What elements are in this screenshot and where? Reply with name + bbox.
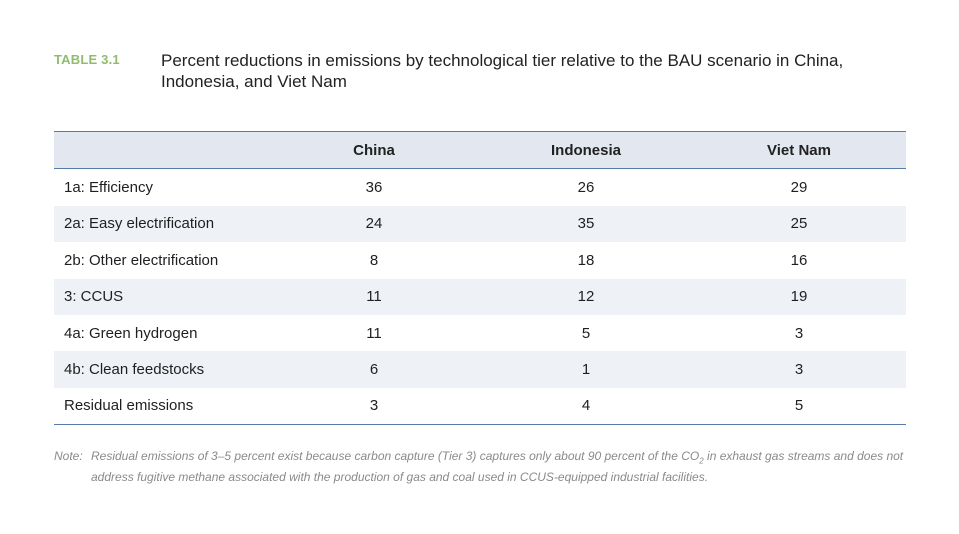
table-number-label: TABLE 3.1 <box>54 52 120 67</box>
cell-viet-nam: 25 <box>790 215 808 233</box>
column-header-viet-nam: Viet Nam <box>767 141 831 159</box>
table-row: 1a: Efficiency 36 26 29 <box>54 169 906 206</box>
note-text: Residual emissions of 3–5 percent exist … <box>91 448 906 485</box>
cell-china: 11 <box>366 324 382 342</box>
table-row: 2b: Other electrification 8 18 16 <box>54 242 906 278</box>
cell-china: 8 <box>369 251 379 269</box>
row-label: 4a: Green hydrogen <box>64 324 198 342</box>
cell-indonesia: 26 <box>577 179 595 197</box>
table-header-row: China Indonesia Viet Nam <box>54 131 906 169</box>
note-text-part: Residual emissions of 3–5 percent exist … <box>91 449 700 463</box>
cell-viet-nam: 19 <box>790 288 808 306</box>
table-title: Percent reductions in emissions by techn… <box>161 51 844 91</box>
row-label: 1a: Efficiency <box>64 179 153 197</box>
column-header-china: China <box>353 141 395 159</box>
table-note: Note: Residual emissions of 3–5 percent … <box>54 448 906 485</box>
cell-viet-nam: 5 <box>794 397 804 415</box>
cell-china: 11 <box>366 288 382 306</box>
column-header-tier <box>54 132 268 169</box>
table-row: 3: CCUS 11 12 19 <box>54 278 906 315</box>
cell-china: 3 <box>369 397 379 415</box>
cell-indonesia: 1 <box>581 361 591 379</box>
cell-china: 6 <box>369 361 379 379</box>
note-text-part: in exhaust gas streams and does not addr… <box>91 449 904 485</box>
column-header-indonesia: Indonesia <box>550 141 621 159</box>
cell-viet-nam: 29 <box>790 179 808 197</box>
note-label: Note: <box>54 449 83 463</box>
cell-viet-nam: 16 <box>790 251 808 269</box>
cell-viet-nam: 3 <box>794 324 804 342</box>
cell-indonesia: 18 <box>577 251 595 269</box>
emissions-reduction-table: China Indonesia Viet Nam 1a: Efficiency … <box>54 131 906 425</box>
cell-indonesia: 12 <box>577 288 595 306</box>
cell-china: 36 <box>365 179 383 197</box>
row-label: 2b: Other electrification <box>64 251 219 269</box>
table-row: Residual emissions 3 4 5 <box>54 388 906 425</box>
cell-indonesia: 35 <box>577 215 595 233</box>
cell-china: 24 <box>365 215 383 233</box>
table-row: 4a: Green hydrogen 11 5 3 <box>54 315 906 351</box>
row-label: Residual emissions <box>64 397 194 415</box>
table-row: 4b: Clean feedstocks 6 1 3 <box>54 351 906 388</box>
table-row: 2a: Easy electrification 24 35 25 <box>54 205 906 243</box>
cell-viet-nam: 3 <box>794 361 804 379</box>
row-label: 2a: Easy electrification <box>64 215 215 233</box>
note-subscript: 2 <box>699 456 704 466</box>
cell-indonesia: 4 <box>581 397 591 415</box>
row-label: 3: CCUS <box>64 288 124 306</box>
cell-indonesia: 5 <box>581 324 591 342</box>
row-label: 4b: Clean feedstocks <box>64 361 205 379</box>
